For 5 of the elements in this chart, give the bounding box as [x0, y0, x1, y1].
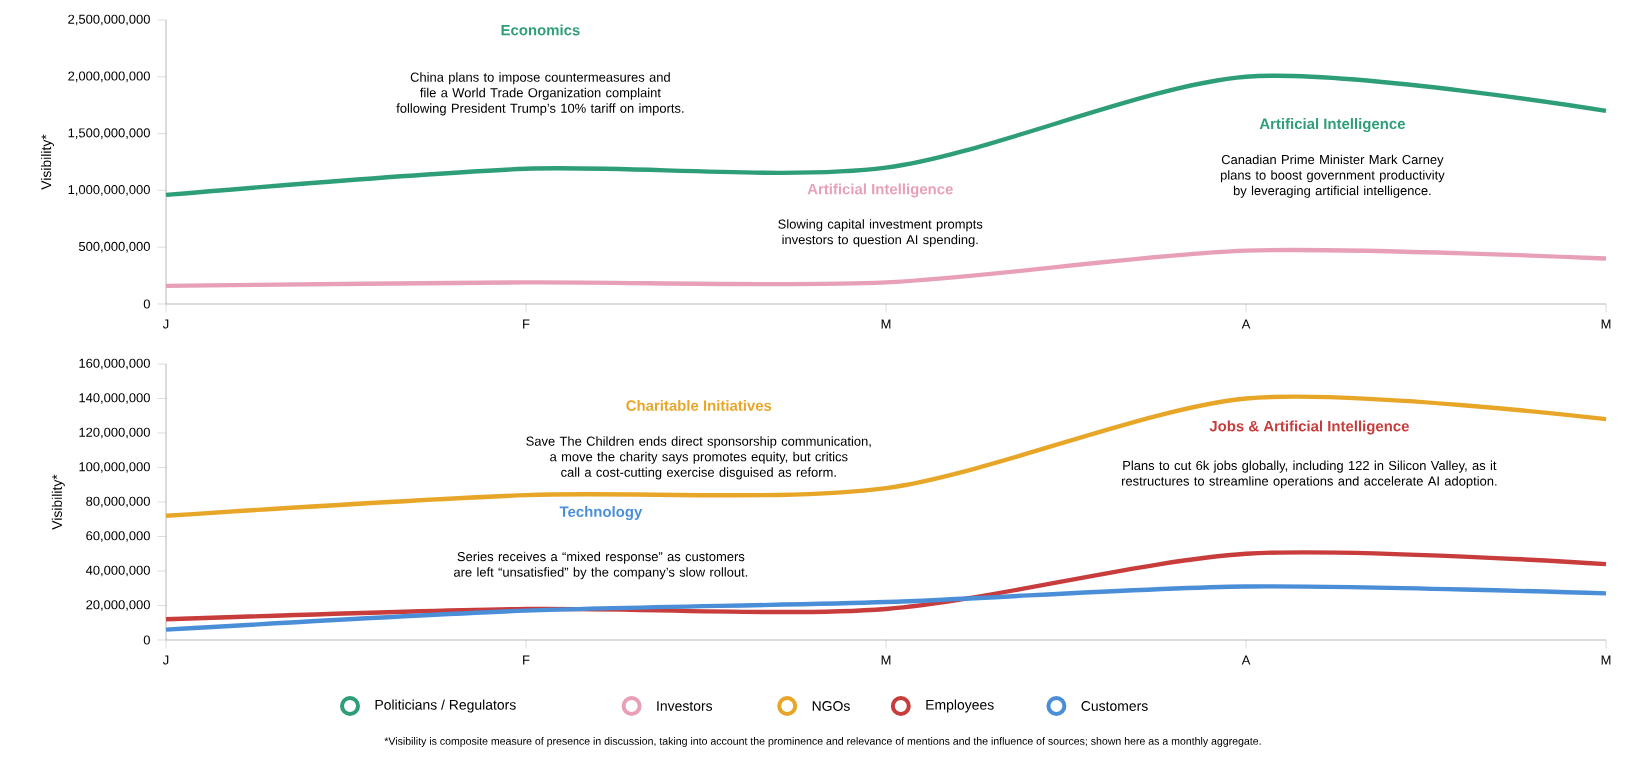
line-series [163, 73, 1609, 198]
line-series [163, 247, 1609, 289]
line-series [163, 584, 1609, 632]
line-series [163, 550, 1609, 622]
line-series [163, 394, 1609, 518]
